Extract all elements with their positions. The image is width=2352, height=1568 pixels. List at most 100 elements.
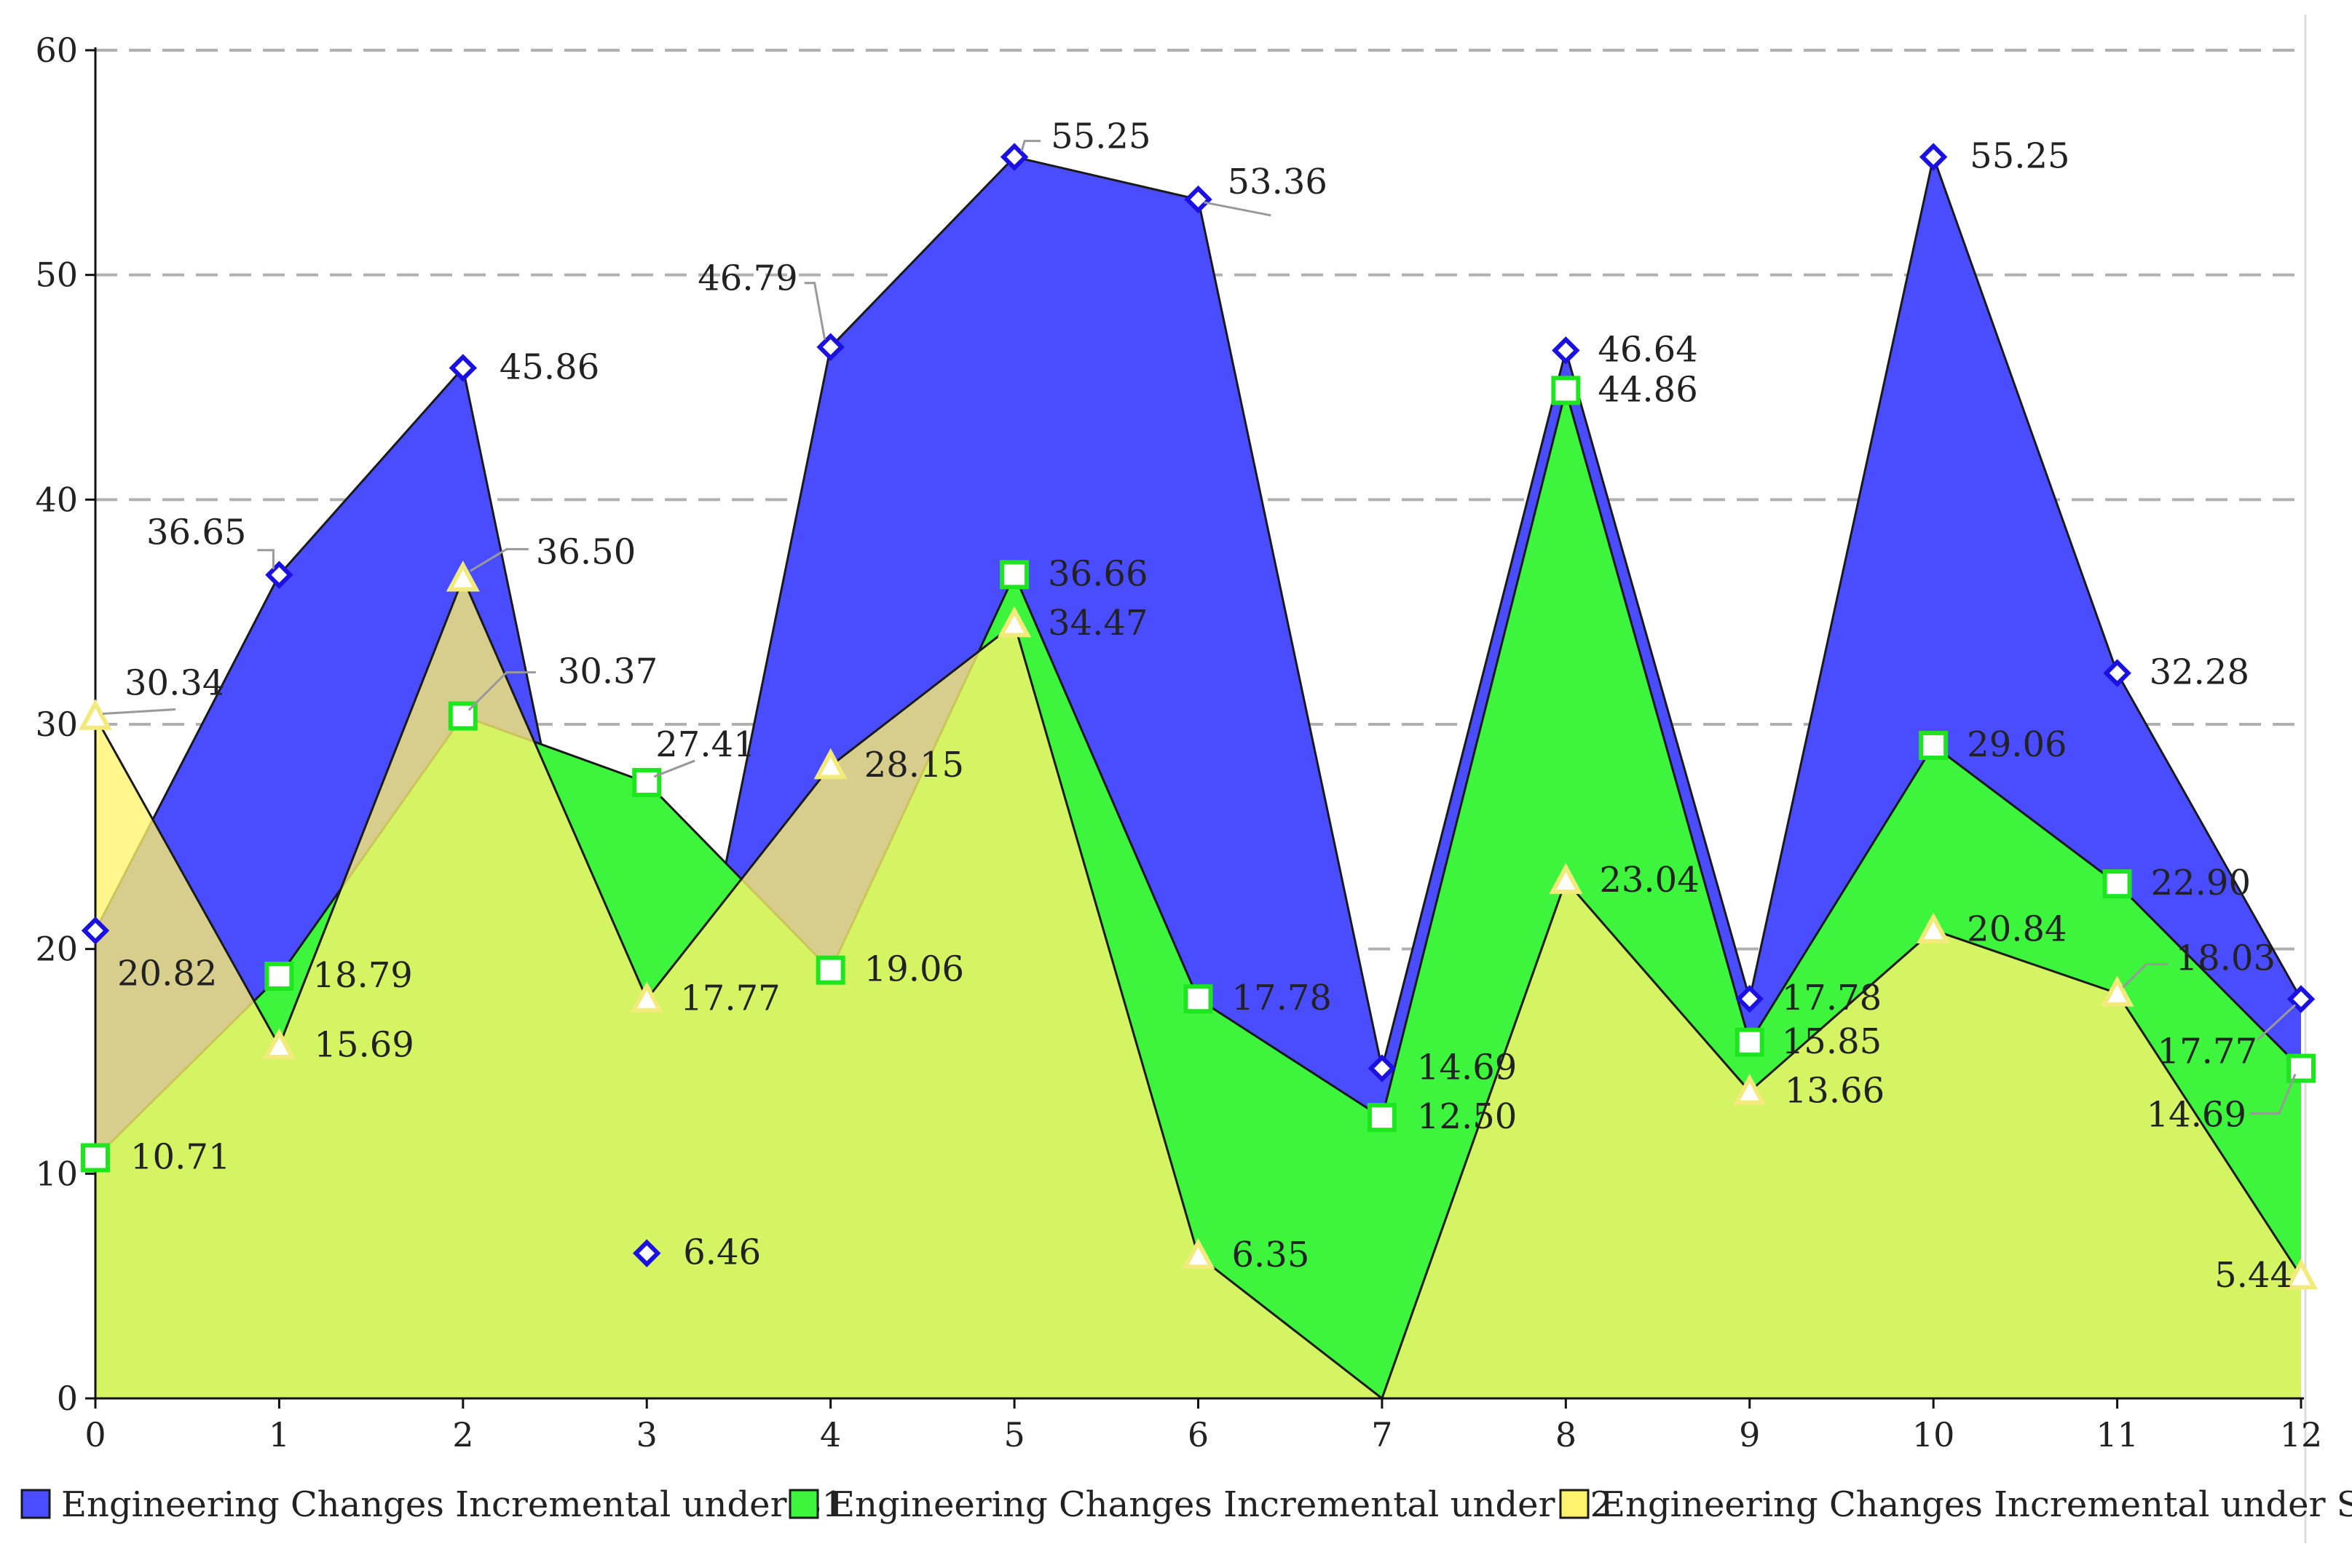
label-leader-line: [1204, 201, 1271, 217]
data-point-s1: [1000, 143, 1029, 171]
label-leader-line: [257, 549, 275, 569]
data-label-s3: 17.77: [680, 978, 780, 1018]
x-tick-label: 1: [269, 1415, 290, 1454]
data-label-s1: 32.28: [2150, 652, 2249, 693]
x-tick-label: 9: [1739, 1415, 1760, 1454]
data-label-s1: 46.79: [698, 258, 797, 299]
data-label-s1: 36.65: [146, 512, 246, 553]
x-tick-label: 4: [820, 1415, 841, 1454]
data-label-s2: 14.69: [2147, 1095, 2246, 1136]
data-point-s1: [2286, 985, 2316, 1013]
data-label-s3: 34.47: [1048, 603, 1148, 644]
y-tick-label: 10: [35, 1154, 78, 1193]
data-point-s1: [265, 561, 293, 589]
label-leader-line: [470, 547, 529, 572]
x-tick-label: 5: [1003, 1415, 1025, 1454]
data-label-s2: 36.66: [1048, 553, 1148, 594]
data-point-s3: [446, 561, 480, 592]
x-tick-label: 0: [84, 1415, 106, 1454]
label-leader-line: [2256, 1004, 2297, 1041]
data-point-s2: [1183, 984, 1213, 1014]
y-tick-label: 60: [35, 31, 78, 70]
y-tick-label: 30: [35, 705, 78, 744]
data-point-s2: [1735, 1027, 1764, 1057]
data-label-s3: 15.69: [314, 1025, 414, 1066]
data-label-s2: 15.85: [1782, 1021, 1882, 1062]
data-label-s3: 36.50: [536, 531, 636, 572]
y-tick-label: 40: [35, 480, 78, 519]
data-label-s1: 14.69: [1417, 1048, 1517, 1088]
data-point-s3: [2100, 975, 2134, 1007]
data-point-s3: [813, 748, 848, 780]
data-point-s3: [1181, 1238, 1215, 1270]
data-label-s1: 55.25: [1051, 116, 1151, 157]
data-point-s2: [264, 962, 294, 991]
data-point-s2: [1919, 731, 1949, 761]
data-point-s2: [1367, 1103, 1397, 1133]
data-point-s2: [2102, 869, 2132, 899]
data-point-s1: [1368, 1054, 1397, 1082]
label-leader-line: [804, 282, 826, 341]
data-point-s1: [449, 354, 478, 382]
label-layer: 20.82 36.65 45.86 6.46 46.79 55.25 53.36 14.69 4…: [102, 116, 2297, 1296]
data-point-s1: [2103, 659, 2131, 687]
label-leader-line: [2122, 962, 2169, 989]
label-leader-line: [1020, 140, 1041, 152]
x-tick-label: 8: [1555, 1415, 1576, 1454]
x-tick-label: 11: [2096, 1415, 2139, 1454]
x-tick-label: 6: [1188, 1415, 1209, 1454]
data-point-s3: [1732, 1074, 1767, 1105]
data-point-s3: [998, 606, 1032, 638]
data-label-s3: 23.04: [1599, 860, 1699, 900]
legend-label-s1: Engineering Changes Incremental under S1: [61, 1484, 844, 1525]
data-label-s2: 18.79: [312, 955, 412, 996]
data-point-s2: [2286, 1053, 2316, 1083]
data-point-s3: [630, 981, 664, 1013]
data-point-s2: [1551, 376, 1581, 405]
data-label-s2: 29.06: [1967, 724, 2067, 765]
data-point-s2: [81, 1143, 110, 1173]
data-label-s3: 5.44: [2214, 1255, 2292, 1296]
x-tick-label: 12: [2280, 1415, 2323, 1454]
data-point-s2: [448, 701, 478, 731]
label-leader-line: [102, 708, 176, 716]
data-label-s2: 22.90: [2151, 863, 2251, 903]
data-label-s2: 30.37: [558, 652, 658, 692]
data-point-s3: [78, 699, 113, 730]
data-label-s1: 55.25: [1970, 136, 2069, 177]
legend-label-s2: Engineering Changes Incremental under S2: [829, 1484, 1612, 1525]
data-label-s2: 17.78: [1232, 978, 1332, 1018]
data-label-s1: 46.64: [1598, 329, 1697, 370]
data-point-s2: [632, 767, 662, 797]
label-leader-line: [2250, 1074, 2297, 1115]
x-tick-label: 2: [452, 1415, 473, 1454]
data-point-s3: [262, 1028, 296, 1059]
x-tick-label: 3: [636, 1415, 658, 1454]
y-tick-label: 20: [35, 930, 78, 969]
label-leader-line: [653, 759, 695, 778]
data-label-s2: 19.06: [864, 949, 964, 990]
data-label-s1: 17.78: [1782, 978, 1882, 1018]
legend: Engineering Changes Incremental under S1…: [20, 1484, 2352, 1525]
data-point-s3: [1549, 863, 1583, 895]
x-tick-label: 10: [1912, 1415, 1955, 1454]
data-point-s1: [81, 916, 110, 945]
data-label-s2: 27.41: [655, 724, 755, 765]
label-leader-line: [467, 671, 536, 711]
data-label-s2: 12.50: [1417, 1096, 1517, 1137]
y-tick-label: 0: [57, 1379, 78, 1418]
x-tick-label: 7: [1371, 1415, 1392, 1454]
data-point-s3: [1917, 912, 1951, 944]
data-label-s1: 17.77: [2158, 1031, 2257, 1072]
data-label-s1: 6.46: [683, 1232, 761, 1273]
data-label-s1: 53.36: [1228, 162, 1327, 202]
data-label-s2: 44.86: [1598, 369, 1697, 410]
data-point-s1: [1735, 984, 1764, 1013]
marker-layer: [78, 143, 2319, 1290]
data-label-s3: 6.35: [1232, 1235, 1310, 1275]
data-point-s1: [1184, 185, 1212, 214]
data-point-s2: [1000, 560, 1030, 590]
